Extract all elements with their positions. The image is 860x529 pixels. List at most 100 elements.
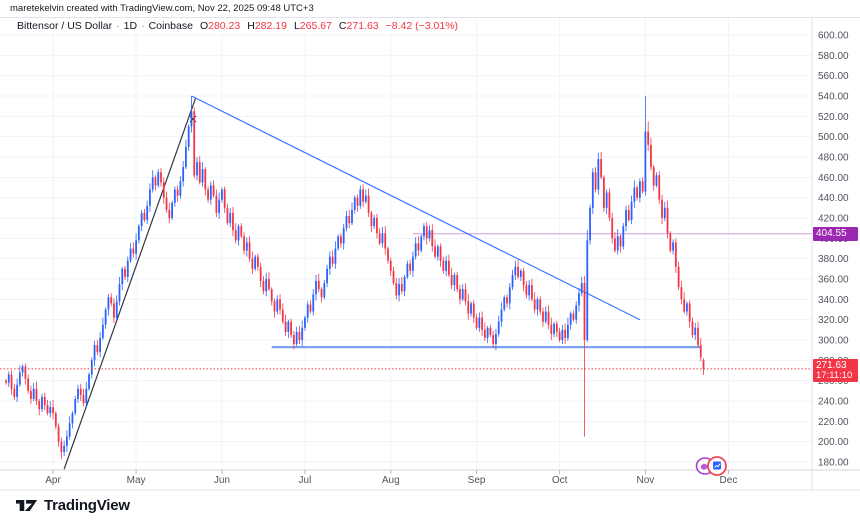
price-axis-label: 500.00 — [818, 132, 849, 143]
candle-body — [254, 256, 257, 269]
candle-body — [539, 299, 542, 312]
candle-body — [121, 268, 124, 285]
candle-body — [337, 236, 340, 249]
candle-body — [459, 289, 461, 300]
candle-body — [680, 287, 683, 300]
candle-body — [414, 243, 417, 257]
candle-body — [52, 407, 54, 414]
price-axis-label: 540.00 — [818, 92, 849, 103]
candle-body — [10, 374, 13, 389]
candle-body — [362, 189, 364, 202]
candle-body — [544, 311, 547, 322]
candle-body — [276, 299, 279, 312]
candle-body — [328, 256, 331, 269]
candle-body — [445, 260, 448, 271]
candle-body — [149, 189, 151, 206]
candle-body — [591, 172, 594, 208]
candle-body — [115, 301, 118, 318]
time-scale[interactable] — [0, 470, 812, 490]
candle-body — [425, 226, 428, 239]
price-axis-label: 420.00 — [818, 214, 849, 225]
interval-label[interactable]: 1D — [123, 20, 138, 32]
candle-body — [517, 266, 519, 277]
candle-body — [370, 212, 373, 227]
candle-body — [284, 321, 287, 332]
candle-body — [315, 281, 317, 295]
candle-body — [464, 289, 467, 302]
candle-body — [132, 248, 135, 254]
candle-body — [392, 270, 395, 284]
candle-body — [572, 313, 575, 320]
candle-body — [201, 169, 204, 183]
candle-body — [616, 236, 619, 251]
candle-body — [79, 388, 82, 395]
candle-body — [229, 212, 232, 224]
candle-body — [223, 189, 226, 208]
candle-body — [77, 388, 79, 399]
candle-body — [135, 240, 137, 254]
candle-body — [259, 266, 262, 282]
candle-body — [666, 207, 669, 234]
candle-body — [644, 131, 647, 192]
candle-body — [431, 230, 434, 247]
candle-body — [483, 329, 486, 338]
tradingview-logo[interactable]: TradingView — [16, 497, 130, 514]
price-axis-label: 380.00 — [818, 254, 849, 265]
candle-body — [475, 317, 478, 328]
candle-body — [54, 413, 57, 427]
candle-body — [24, 366, 27, 379]
symbol-title[interactable]: Bittensor / US Dollar — [17, 20, 113, 32]
hand-emoji-glyph — [701, 463, 708, 470]
candle-body — [630, 201, 633, 221]
candle-body — [99, 337, 102, 353]
candle-body — [519, 270, 522, 277]
candle-body — [495, 333, 497, 345]
price-axis-label: 460.00 — [818, 173, 849, 184]
candle-body — [85, 388, 88, 404]
candle-body — [508, 287, 511, 304]
low-value: 265.67 — [299, 20, 332, 32]
price-level-badge[interactable]: 404.55 — [813, 227, 858, 241]
candle-body — [367, 195, 370, 213]
time-axis-label: Nov — [637, 475, 655, 486]
candle-body — [553, 323, 555, 334]
candle-body — [168, 209, 171, 218]
price-axis-label: 440.00 — [818, 193, 849, 204]
candle-body — [691, 321, 694, 335]
candle-body — [702, 360, 705, 369]
candle-body — [207, 189, 209, 200]
descending-trendline[interactable] — [191, 95, 641, 321]
chart-legend[interactable]: Bittensor / US Dollar · 1D · Coinbase O280.23… — [13, 19, 463, 33]
candle-body — [74, 398, 77, 414]
candle-body — [622, 226, 625, 247]
candle-body — [378, 233, 381, 244]
open-value: 280.23 — [208, 20, 241, 32]
candle-body — [7, 374, 10, 383]
uptrend-line[interactable] — [63, 97, 197, 470]
candle-body — [384, 233, 387, 249]
candle-body — [41, 396, 43, 410]
open-label: O — [199, 20, 209, 32]
candle-body — [423, 226, 425, 237]
candle-body — [636, 187, 639, 198]
candle-body — [68, 423, 71, 437]
candle-body — [669, 233, 672, 251]
exchange-label: Coinbase — [148, 20, 193, 32]
attribution-text: maretekelvin created with TradingView.co… — [10, 3, 314, 14]
candle-body — [237, 226, 240, 241]
candle-body — [580, 283, 583, 294]
candle-body — [461, 289, 464, 300]
candle-body — [38, 401, 41, 410]
candle-body — [381, 233, 384, 244]
price-scale[interactable] — [812, 18, 860, 490]
candle-body — [104, 309, 107, 325]
candle-body — [309, 304, 312, 312]
candle-body — [101, 324, 104, 338]
candle-body — [46, 405, 49, 414]
candle-body — [124, 268, 126, 277]
candle-body — [312, 294, 315, 312]
candle-body — [304, 317, 306, 328]
candle-body — [633, 187, 636, 202]
candle-body — [35, 388, 38, 401]
